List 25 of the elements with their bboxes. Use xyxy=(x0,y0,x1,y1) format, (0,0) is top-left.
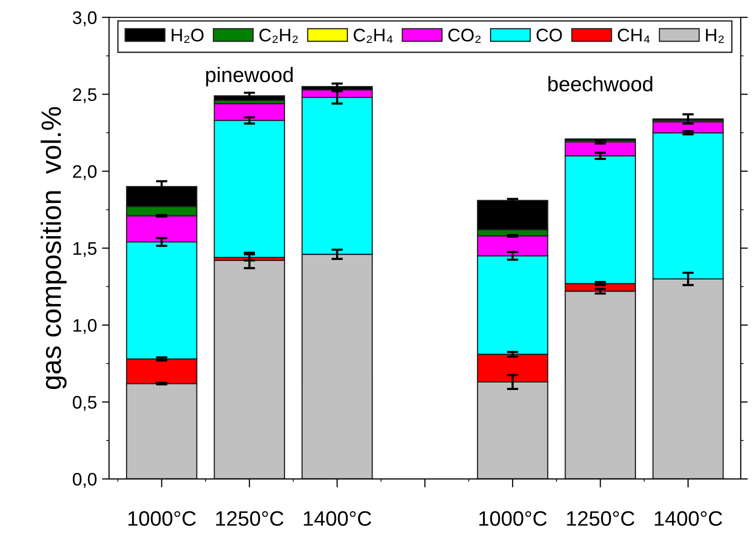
y-tick-label: 1,0 xyxy=(74,319,97,334)
legend-label: H₂O xyxy=(172,28,204,43)
legend-label: C₂H₂ xyxy=(259,28,298,43)
x-tick-label: 1000°C xyxy=(479,511,547,526)
y-axis-title: gas composition vol.% xyxy=(40,107,67,390)
x-tick-label: 1400°C xyxy=(304,511,372,526)
y-tick-label: 0,5 xyxy=(72,396,96,411)
annotation: pinewood xyxy=(206,66,293,86)
x-tick-label: 1250°C xyxy=(567,511,634,526)
legend-label: CO₂ xyxy=(448,28,481,43)
x-tick-label: 1400°C xyxy=(654,511,722,526)
x-tick-label: 1000°C xyxy=(128,511,196,526)
y-tick-label: 1,5 xyxy=(74,242,96,258)
y-tick-label: 2,0 xyxy=(73,165,97,180)
y-tick-label: 2,5 xyxy=(73,88,96,104)
y-tick-label: 3,0 xyxy=(72,11,97,26)
legend-label: CO xyxy=(536,28,562,42)
legend-label: H₂ xyxy=(706,28,724,43)
bar xyxy=(214,95,286,102)
legend-label: CH₄ xyxy=(618,28,650,43)
x-tick-label: 1250°C xyxy=(216,511,284,526)
legend-label: C₂H₄ xyxy=(354,28,393,43)
y-tick-label: 0,0 xyxy=(72,472,97,488)
bar xyxy=(214,260,286,479)
annotation: beechwood xyxy=(548,76,652,92)
